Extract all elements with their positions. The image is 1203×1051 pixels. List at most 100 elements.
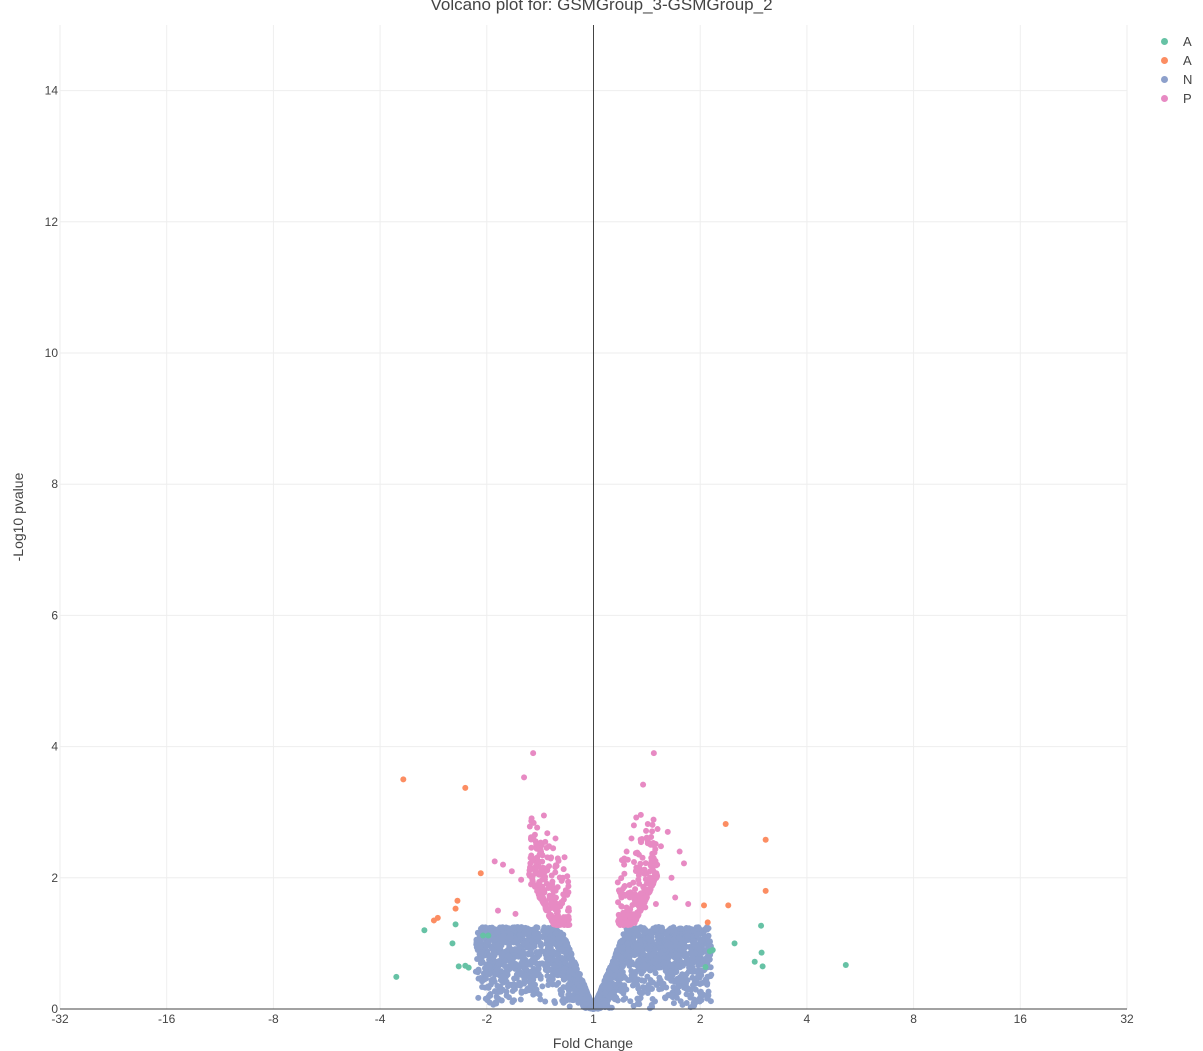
- data-point[interactable]: [561, 996, 568, 1003]
- data-point[interactable]: [554, 956, 561, 963]
- data-point[interactable]: [449, 940, 456, 947]
- data-point[interactable]: [571, 960, 578, 967]
- data-point[interactable]: [486, 963, 493, 970]
- data-point[interactable]: [565, 905, 572, 912]
- data-point[interactable]: [701, 902, 707, 909]
- data-point[interactable]: [465, 964, 472, 971]
- data-point[interactable]: [522, 972, 529, 979]
- data-point[interactable]: [695, 925, 702, 932]
- data-point[interactable]: [597, 1005, 604, 1012]
- data-point[interactable]: [641, 886, 648, 893]
- data-point[interactable]: [516, 944, 523, 951]
- data-point[interactable]: [489, 945, 496, 952]
- data-point[interactable]: [552, 887, 559, 894]
- data-point[interactable]: [650, 880, 657, 887]
- data-point[interactable]: [694, 930, 701, 937]
- data-point[interactable]: [561, 854, 568, 861]
- data-point[interactable]: [682, 951, 689, 958]
- data-point[interactable]: [670, 1000, 677, 1007]
- data-point[interactable]: [623, 848, 630, 855]
- data-point[interactable]: [705, 988, 712, 995]
- data-point[interactable]: [565, 974, 572, 981]
- data-point[interactable]: [513, 971, 520, 978]
- data-point[interactable]: [621, 870, 628, 877]
- data-point[interactable]: [616, 920, 623, 927]
- data-point[interactable]: [635, 985, 642, 992]
- data-point[interactable]: [762, 887, 769, 894]
- data-point[interactable]: [421, 927, 428, 934]
- data-point[interactable]: [638, 838, 645, 845]
- data-point[interactable]: [531, 882, 538, 889]
- data-point[interactable]: [676, 925, 683, 932]
- data-point[interactable]: [612, 957, 619, 964]
- data-point[interactable]: [542, 998, 549, 1005]
- data-point[interactable]: [560, 866, 567, 873]
- data-point[interactable]: [649, 995, 656, 1002]
- data-point[interactable]: [681, 945, 688, 952]
- data-point[interactable]: [700, 957, 707, 963]
- data-point[interactable]: [475, 975, 482, 982]
- data-point[interactable]: [650, 950, 657, 957]
- data-point[interactable]: [637, 898, 644, 905]
- data-point[interactable]: [565, 883, 572, 890]
- data-point[interactable]: [454, 897, 461, 904]
- data-point[interactable]: [649, 821, 656, 828]
- data-point[interactable]: [624, 940, 631, 947]
- data-point[interactable]: [566, 1003, 573, 1010]
- data-point[interactable]: [566, 980, 573, 987]
- data-point[interactable]: [644, 821, 651, 828]
- data-point[interactable]: [607, 984, 614, 991]
- data-point[interactable]: [686, 944, 693, 951]
- data-point[interactable]: [611, 964, 618, 971]
- data-point[interactable]: [676, 848, 683, 855]
- data-point[interactable]: [521, 980, 528, 987]
- data-point[interactable]: [614, 947, 621, 954]
- data-point[interactable]: [500, 973, 507, 980]
- data-point[interactable]: [675, 962, 682, 969]
- data-point[interactable]: [497, 950, 504, 957]
- data-point[interactable]: [559, 900, 566, 907]
- data-point[interactable]: [500, 932, 507, 939]
- data-point[interactable]: [543, 844, 550, 851]
- data-point[interactable]: [689, 969, 696, 975]
- data-point[interactable]: [644, 945, 651, 952]
- data-point[interactable]: [528, 817, 535, 824]
- data-point[interactable]: [541, 924, 548, 931]
- data-point[interactable]: [637, 811, 644, 818]
- data-point[interactable]: [675, 952, 682, 959]
- data-point[interactable]: [630, 879, 637, 886]
- data-point[interactable]: [651, 872, 658, 879]
- data-point[interactable]: [534, 864, 541, 871]
- data-point[interactable]: [644, 973, 651, 980]
- data-point[interactable]: [647, 862, 654, 869]
- data-point[interactable]: [632, 886, 639, 893]
- data-point[interactable]: [685, 901, 692, 908]
- data-point[interactable]: [620, 996, 627, 1003]
- data-point[interactable]: [601, 1000, 608, 1007]
- data-point[interactable]: [558, 991, 565, 998]
- data-point[interactable]: [627, 959, 634, 966]
- data-point[interactable]: [627, 998, 634, 1005]
- data-point[interactable]: [603, 974, 610, 981]
- data-point[interactable]: [533, 986, 540, 993]
- data-point[interactable]: [554, 921, 561, 928]
- data-point[interactable]: [704, 919, 711, 926]
- data-point[interactable]: [509, 956, 516, 963]
- data-point[interactable]: [517, 996, 524, 1003]
- data-point[interactable]: [725, 902, 732, 909]
- data-point[interactable]: [660, 980, 667, 987]
- data-point[interactable]: [566, 986, 573, 993]
- data-point[interactable]: [475, 994, 482, 1001]
- data-point[interactable]: [554, 935, 561, 942]
- data-point[interactable]: [480, 932, 486, 939]
- data-point[interactable]: [516, 926, 523, 933]
- data-point[interactable]: [642, 860, 649, 867]
- data-point[interactable]: [673, 994, 680, 1001]
- data-point[interactable]: [689, 955, 696, 962]
- data-point[interactable]: [621, 985, 628, 992]
- data-point[interactable]: [631, 858, 638, 865]
- data-point[interactable]: [563, 941, 570, 948]
- data-point[interactable]: [696, 981, 703, 988]
- data-point[interactable]: [628, 835, 635, 842]
- data-point[interactable]: [646, 874, 653, 881]
